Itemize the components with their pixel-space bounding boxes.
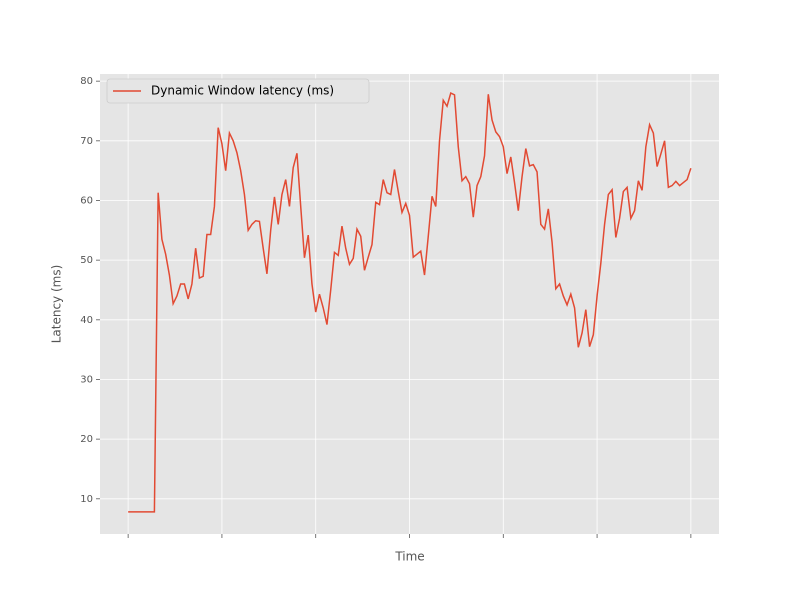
y-tick-label: 30	[80, 374, 93, 385]
y-tick-label: 40	[80, 315, 93, 326]
y-tick-label: 10	[80, 494, 93, 505]
legend-box	[106, 78, 370, 104]
y-tick-label: 80	[80, 76, 93, 87]
y-tick-label: 20	[80, 434, 93, 445]
marks	[128, 92, 692, 513]
y-tick-label: 50	[80, 255, 93, 266]
line	[128, 92, 692, 513]
y-tick-label: 70	[80, 136, 93, 147]
y-axis-label: Latency (ms)	[50, 265, 64, 344]
legend: Dynamic Window latency (ms)	[106, 78, 370, 104]
x-axis-label: Time	[394, 550, 424, 564]
legend-label: Dynamic Window latency (ms)	[151, 84, 334, 98]
y-tick-label: 60	[80, 195, 93, 206]
